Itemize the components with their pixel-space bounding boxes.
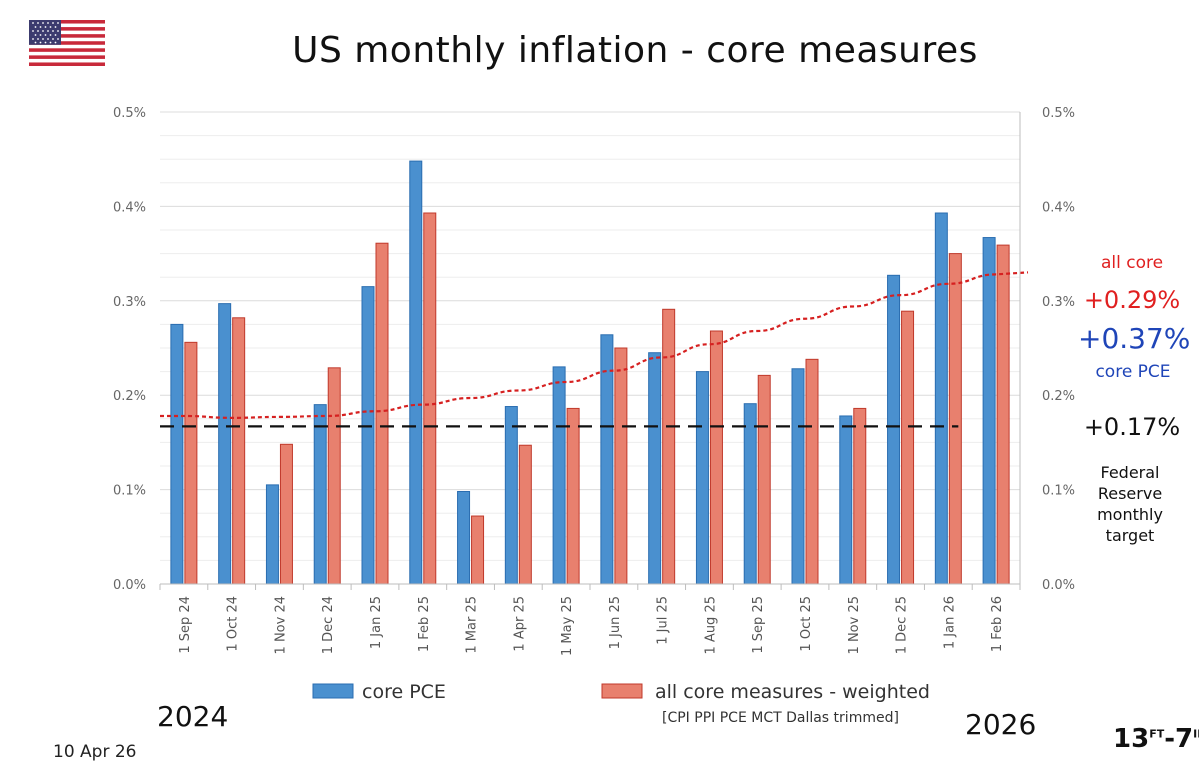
y-tick-label-right: 0.5%	[1042, 106, 1075, 121]
bar-core-pce	[218, 303, 232, 585]
y-tick-label-left: 0.4%	[113, 200, 146, 215]
x-tick-label: 1 Aug 25	[703, 596, 718, 654]
bar-all-core	[948, 253, 962, 585]
y-tick-label-left: 0.5%	[113, 106, 146, 121]
annotation-all-core-value: +0.29%	[1083, 286, 1181, 314]
bar-core-pce	[743, 403, 757, 585]
bar-all-core	[805, 358, 819, 585]
x-tick-label: 1 Jan 26	[942, 596, 957, 649]
x-tick-label: 1 Oct 25	[799, 596, 814, 652]
annotation-core-pce-label: core PCE	[1095, 362, 1171, 382]
bar-all-core	[853, 407, 867, 585]
bar-core-pce	[361, 286, 375, 585]
x-tick-label: 1 Nov 24	[273, 596, 288, 654]
y-tick-label-right: 0.3%	[1042, 295, 1075, 310]
bar-all-core	[518, 444, 532, 585]
x-tick-label: 1 Apr 25	[512, 596, 527, 652]
x-tick-label: 1 Jan 25	[369, 596, 384, 649]
annotation-target-value: +0.17%	[1083, 413, 1181, 441]
x-tick-label: 1 Feb 26	[990, 596, 1005, 652]
bar-core-pce	[791, 368, 805, 585]
bar-core-pce	[552, 366, 566, 585]
annotation-all-core-label: all core	[1100, 253, 1164, 273]
bar-core-pce	[934, 212, 948, 585]
y-tick-label-left: 0.1%	[113, 484, 146, 499]
bar-all-core	[757, 374, 771, 585]
logo-sup-ft: FT	[1149, 727, 1165, 741]
legend-subtitle: [CPI PPI PCE MCT Dallas trimmed]	[662, 710, 899, 726]
bar-all-core	[375, 242, 389, 585]
bar-all-core	[184, 341, 198, 585]
x-tick-label: 1 Jul 25	[656, 596, 671, 645]
bar-core-pce	[648, 352, 662, 585]
bar-all-core	[662, 308, 676, 585]
y-tick-label-right: 0.4%	[1042, 200, 1075, 215]
date-label: 10 Apr 26	[53, 742, 137, 762]
bar-core-pce	[457, 490, 471, 585]
x-tick-label: 1 Nov 25	[847, 596, 862, 654]
year-end-label: 2026	[965, 708, 1037, 741]
x-tick-label: 1 Dec 25	[895, 596, 910, 654]
y-tick-label-left: 0.0%	[113, 578, 146, 593]
legend-swatch-all-core	[601, 683, 643, 699]
legend-label-all-core: all core measures - weighted	[655, 681, 930, 703]
x-tick-label: 1 Oct 24	[226, 596, 241, 652]
logo-main2: 7	[1175, 724, 1194, 754]
bar-all-core	[614, 347, 628, 585]
bar-core-pce	[265, 484, 279, 585]
trend-line-all-core	[160, 271, 1029, 419]
bar-all-core	[566, 407, 580, 585]
x-tick-label: 1 Jun 25	[608, 596, 623, 649]
bar-core-pce	[600, 334, 614, 585]
bar-all-core	[996, 244, 1010, 585]
bar-all-core	[471, 515, 485, 585]
bar-core-pce	[887, 274, 901, 585]
bar-all-core	[901, 310, 915, 585]
x-tick-label: 1 Feb 25	[417, 596, 432, 652]
bar-core-pce	[504, 406, 518, 585]
x-tick-label: 1 Dec 24	[321, 596, 336, 654]
bar-core-pce	[982, 237, 996, 585]
y-tick-label-right: 0.0%	[1042, 578, 1075, 593]
bar-all-core	[709, 330, 723, 585]
bar-all-core	[279, 443, 293, 585]
legend-label-core-pce: core PCE	[362, 681, 446, 703]
annotation-target-text: Federal Reserve monthly target	[1097, 463, 1163, 545]
bar-core-pce	[839, 415, 853, 585]
y-tick-label-right: 0.1%	[1042, 484, 1075, 499]
x-tick-label: 1 Sep 25	[751, 596, 766, 654]
chart-title: US monthly inflation - core measures	[292, 30, 978, 71]
bar-all-core	[327, 367, 341, 585]
x-tick-label: 1 Sep 24	[178, 596, 193, 654]
logo-main: 13	[1113, 724, 1150, 754]
bar-core-pce	[170, 323, 184, 585]
bar-all-core	[232, 317, 246, 585]
legend-swatch-core-pce	[312, 683, 354, 699]
us-flag-icon	[29, 20, 105, 66]
y-tick-label-left: 0.3%	[113, 295, 146, 310]
bar-core-pce	[409, 160, 423, 585]
y-tick-label-left: 0.2%	[113, 389, 146, 404]
logo-sup-in: IN	[1193, 727, 1199, 741]
bar-core-pce	[313, 404, 327, 585]
logo-dash: -	[1164, 724, 1176, 754]
y-tick-label-right: 0.2%	[1042, 389, 1075, 404]
brand-logo: 13FT-7IN	[1113, 724, 1199, 754]
x-tick-label: 1 Mar 25	[465, 596, 480, 654]
x-tick-label: 1 May 25	[560, 596, 575, 656]
bar-all-core	[423, 212, 437, 585]
annotation-core-pce-value: +0.37%	[1078, 322, 1191, 355]
bar-core-pce	[695, 371, 709, 585]
year-start-label: 2024	[157, 700, 229, 733]
